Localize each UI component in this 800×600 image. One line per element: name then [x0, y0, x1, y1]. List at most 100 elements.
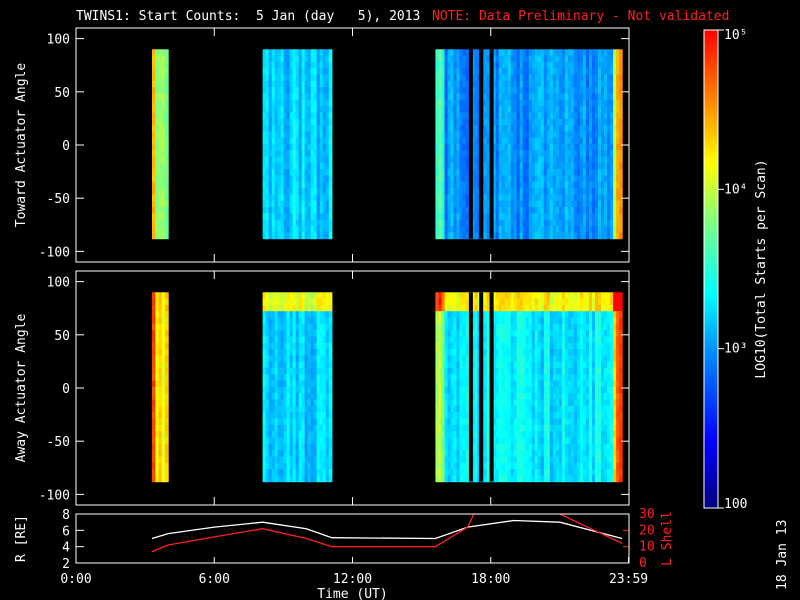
heatmap-cell: [465, 162, 470, 170]
heatmap-cell: [592, 49, 596, 57]
heatmap-cell: [164, 207, 169, 214]
heatmap-cell: [313, 80, 318, 88]
heatmap-cell: [567, 292, 572, 300]
heatmap-cell: [155, 361, 160, 369]
heatmap-cell: [265, 412, 270, 420]
heatmap-cell: [310, 162, 315, 170]
heatmap-cell: [322, 412, 327, 420]
heatmap-cell: [583, 118, 587, 126]
heatmap-cell: [286, 456, 291, 464]
heatmap-cell: [277, 443, 282, 451]
heatmap-cell: [522, 418, 527, 426]
heatmap-cell: [610, 207, 614, 214]
heatmap-cell: [319, 175, 324, 183]
heatmap-cell: [492, 393, 497, 401]
heatmap-cell: [543, 462, 548, 470]
heatmap-cell: [537, 361, 542, 369]
heatmap-cell: [610, 118, 614, 126]
heatmap-cell: [474, 298, 479, 306]
heatmap-cell: [504, 226, 509, 233]
heatmap-cell: [531, 317, 536, 325]
heatmap-cell: [161, 311, 166, 319]
heatmap-cell: [471, 55, 476, 63]
heatmap-cell: [601, 99, 605, 107]
heatmap-cell: [155, 169, 160, 177]
heatmap-cell: [573, 361, 578, 369]
heatmap-cell: [304, 200, 309, 208]
heatmap-cell: [313, 68, 318, 76]
heatmap-cell: [607, 106, 611, 113]
heatmap-cell: [298, 188, 303, 195]
heatmap-cell: [435, 342, 439, 350]
heatmap-cell: [558, 469, 563, 476]
heatmap-cell: [522, 55, 527, 63]
heatmap-cell: [161, 355, 166, 363]
heatmap-cell: [277, 330, 282, 337]
heatmap-cell: [283, 49, 288, 57]
heatmap-cell: [492, 380, 497, 388]
heatmap-cell: [576, 150, 581, 158]
heatmap-cell: [295, 355, 300, 363]
heatmap-cell: [313, 118, 318, 126]
heatmap-cell: [164, 162, 169, 170]
heatmap-cell: [280, 355, 285, 363]
heatmap-cell: [265, 219, 270, 227]
heatmap-cell: [583, 99, 587, 107]
heatmap-cell: [316, 219, 321, 227]
heatmap-cell: [598, 112, 602, 120]
heatmap-cell: [301, 118, 306, 126]
heatmap-cell: [570, 368, 575, 375]
heatmap-cell: [474, 450, 479, 457]
heatmap-cell: [549, 330, 554, 337]
heatmap-cell: [573, 399, 578, 407]
heatmap-cell: [564, 361, 569, 369]
heatmap-cell: [474, 405, 479, 413]
heatmap-cell: [262, 150, 267, 158]
heatmap-cell: [534, 188, 539, 195]
heatmap-cell: [601, 219, 605, 227]
heatmap-cell: [598, 118, 602, 126]
heatmap-cell: [268, 380, 273, 388]
heatmap-cell: [471, 361, 476, 369]
heatmap-cell: [564, 143, 569, 151]
heatmap-cell: [589, 131, 593, 139]
heatmap-cell: [164, 342, 169, 350]
heatmap-cell: [573, 125, 578, 132]
heatmap-cell: [152, 424, 156, 432]
heatmap-cell: [549, 87, 554, 94]
heatmap-cell: [516, 131, 521, 139]
heatmap-cell: [507, 469, 512, 476]
heatmap-cell: [152, 137, 156, 145]
heatmap-cell: [316, 380, 321, 388]
heatmap-cell: [441, 232, 446, 240]
heatmap-cell: [576, 311, 581, 319]
heatmap-cell: [283, 87, 288, 94]
heatmap-cell: [471, 112, 476, 120]
heatmap-cell: [474, 374, 479, 382]
heatmap-cell: [528, 424, 533, 432]
heatmap-cell: [513, 93, 518, 101]
heatmap-cell: [307, 93, 312, 101]
heatmap-cell: [462, 443, 467, 451]
heatmap-cell: [501, 181, 506, 189]
heatmap-cell: [280, 175, 285, 183]
heatmap-cell: [435, 412, 439, 420]
heatmap-cell: [447, 437, 452, 445]
heatmap-cell: [498, 342, 503, 350]
heatmap-cell: [152, 475, 156, 483]
heatmap-cell: [504, 74, 509, 82]
heatmap-cell: [459, 311, 464, 319]
heatmap-cell: [495, 207, 500, 214]
heatmap-cell: [271, 405, 276, 413]
heatmap-cell: [462, 450, 467, 457]
heatmap-cell: [543, 456, 548, 464]
heatmap-cell: [537, 475, 542, 483]
heatmap-cell: [531, 462, 536, 470]
heatmap-cell: [522, 200, 527, 208]
heatmap-cell: [164, 219, 169, 227]
heatmap-cell: [155, 74, 160, 82]
heatmap-cell: [158, 49, 163, 57]
heatmap-cell: [534, 336, 539, 344]
heatmap-cell: [262, 226, 267, 233]
heatmap-cell: [295, 49, 300, 57]
